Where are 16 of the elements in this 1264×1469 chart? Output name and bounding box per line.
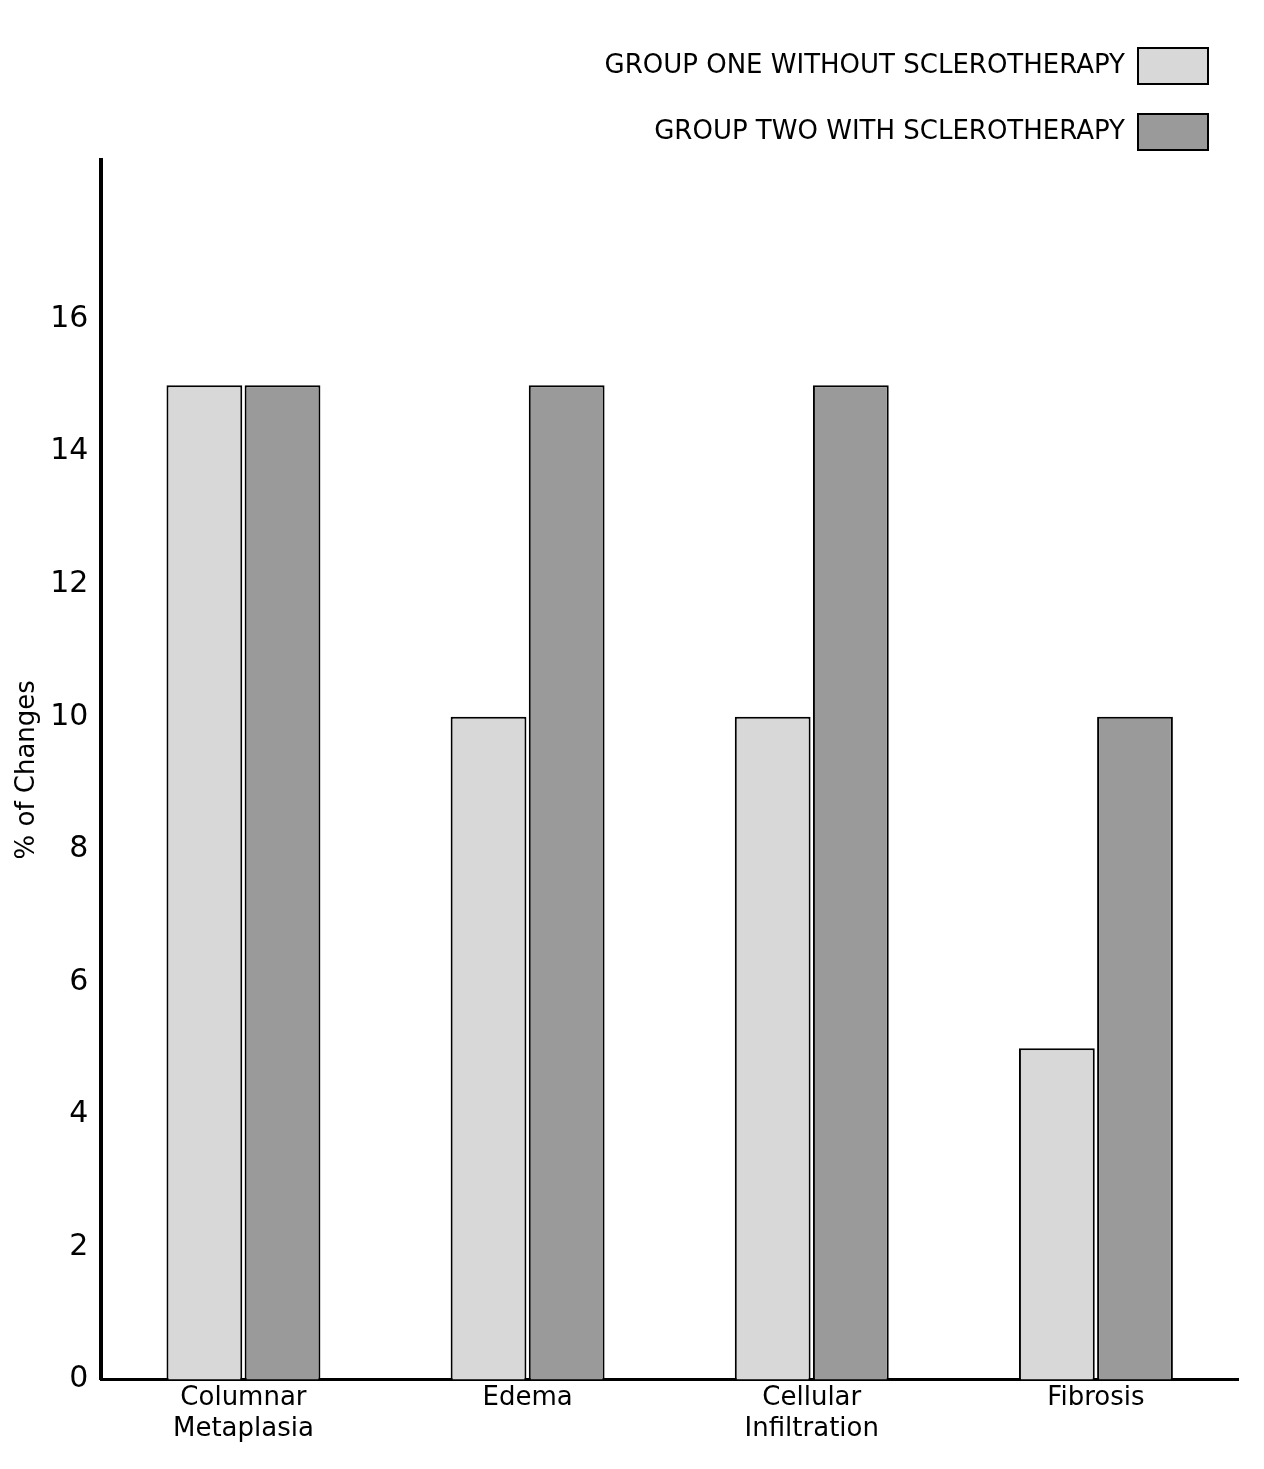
y-tick-label: 2 (69, 1226, 89, 1262)
y-tick-label: 0 (69, 1359, 89, 1395)
y-tick-label: 6 (69, 961, 89, 997)
y-tick-label: 14 (50, 431, 89, 467)
y-tick-label: 4 (69, 1094, 89, 1130)
x-tick-label: Fibrosis (1047, 1380, 1145, 1411)
legend-label: GROUP ONE WITHOUT SCLEROTHERAPY (604, 48, 1126, 79)
y-axis-title: % of Changes (10, 680, 41, 860)
legend-label: GROUP TWO WITH SCLEROTHERAPY (654, 114, 1126, 145)
y-tick-label: 8 (69, 829, 89, 865)
y-tick-label: 16 (50, 298, 89, 334)
x-tick-label: Edema (482, 1380, 573, 1411)
y-tick-label: 10 (50, 696, 89, 732)
x-tick-label: Cellular Infiltration (744, 1380, 879, 1443)
x-tick-label: Columnar Metaplasia (172, 1380, 314, 1443)
y-tick-label: 12 (50, 564, 89, 600)
